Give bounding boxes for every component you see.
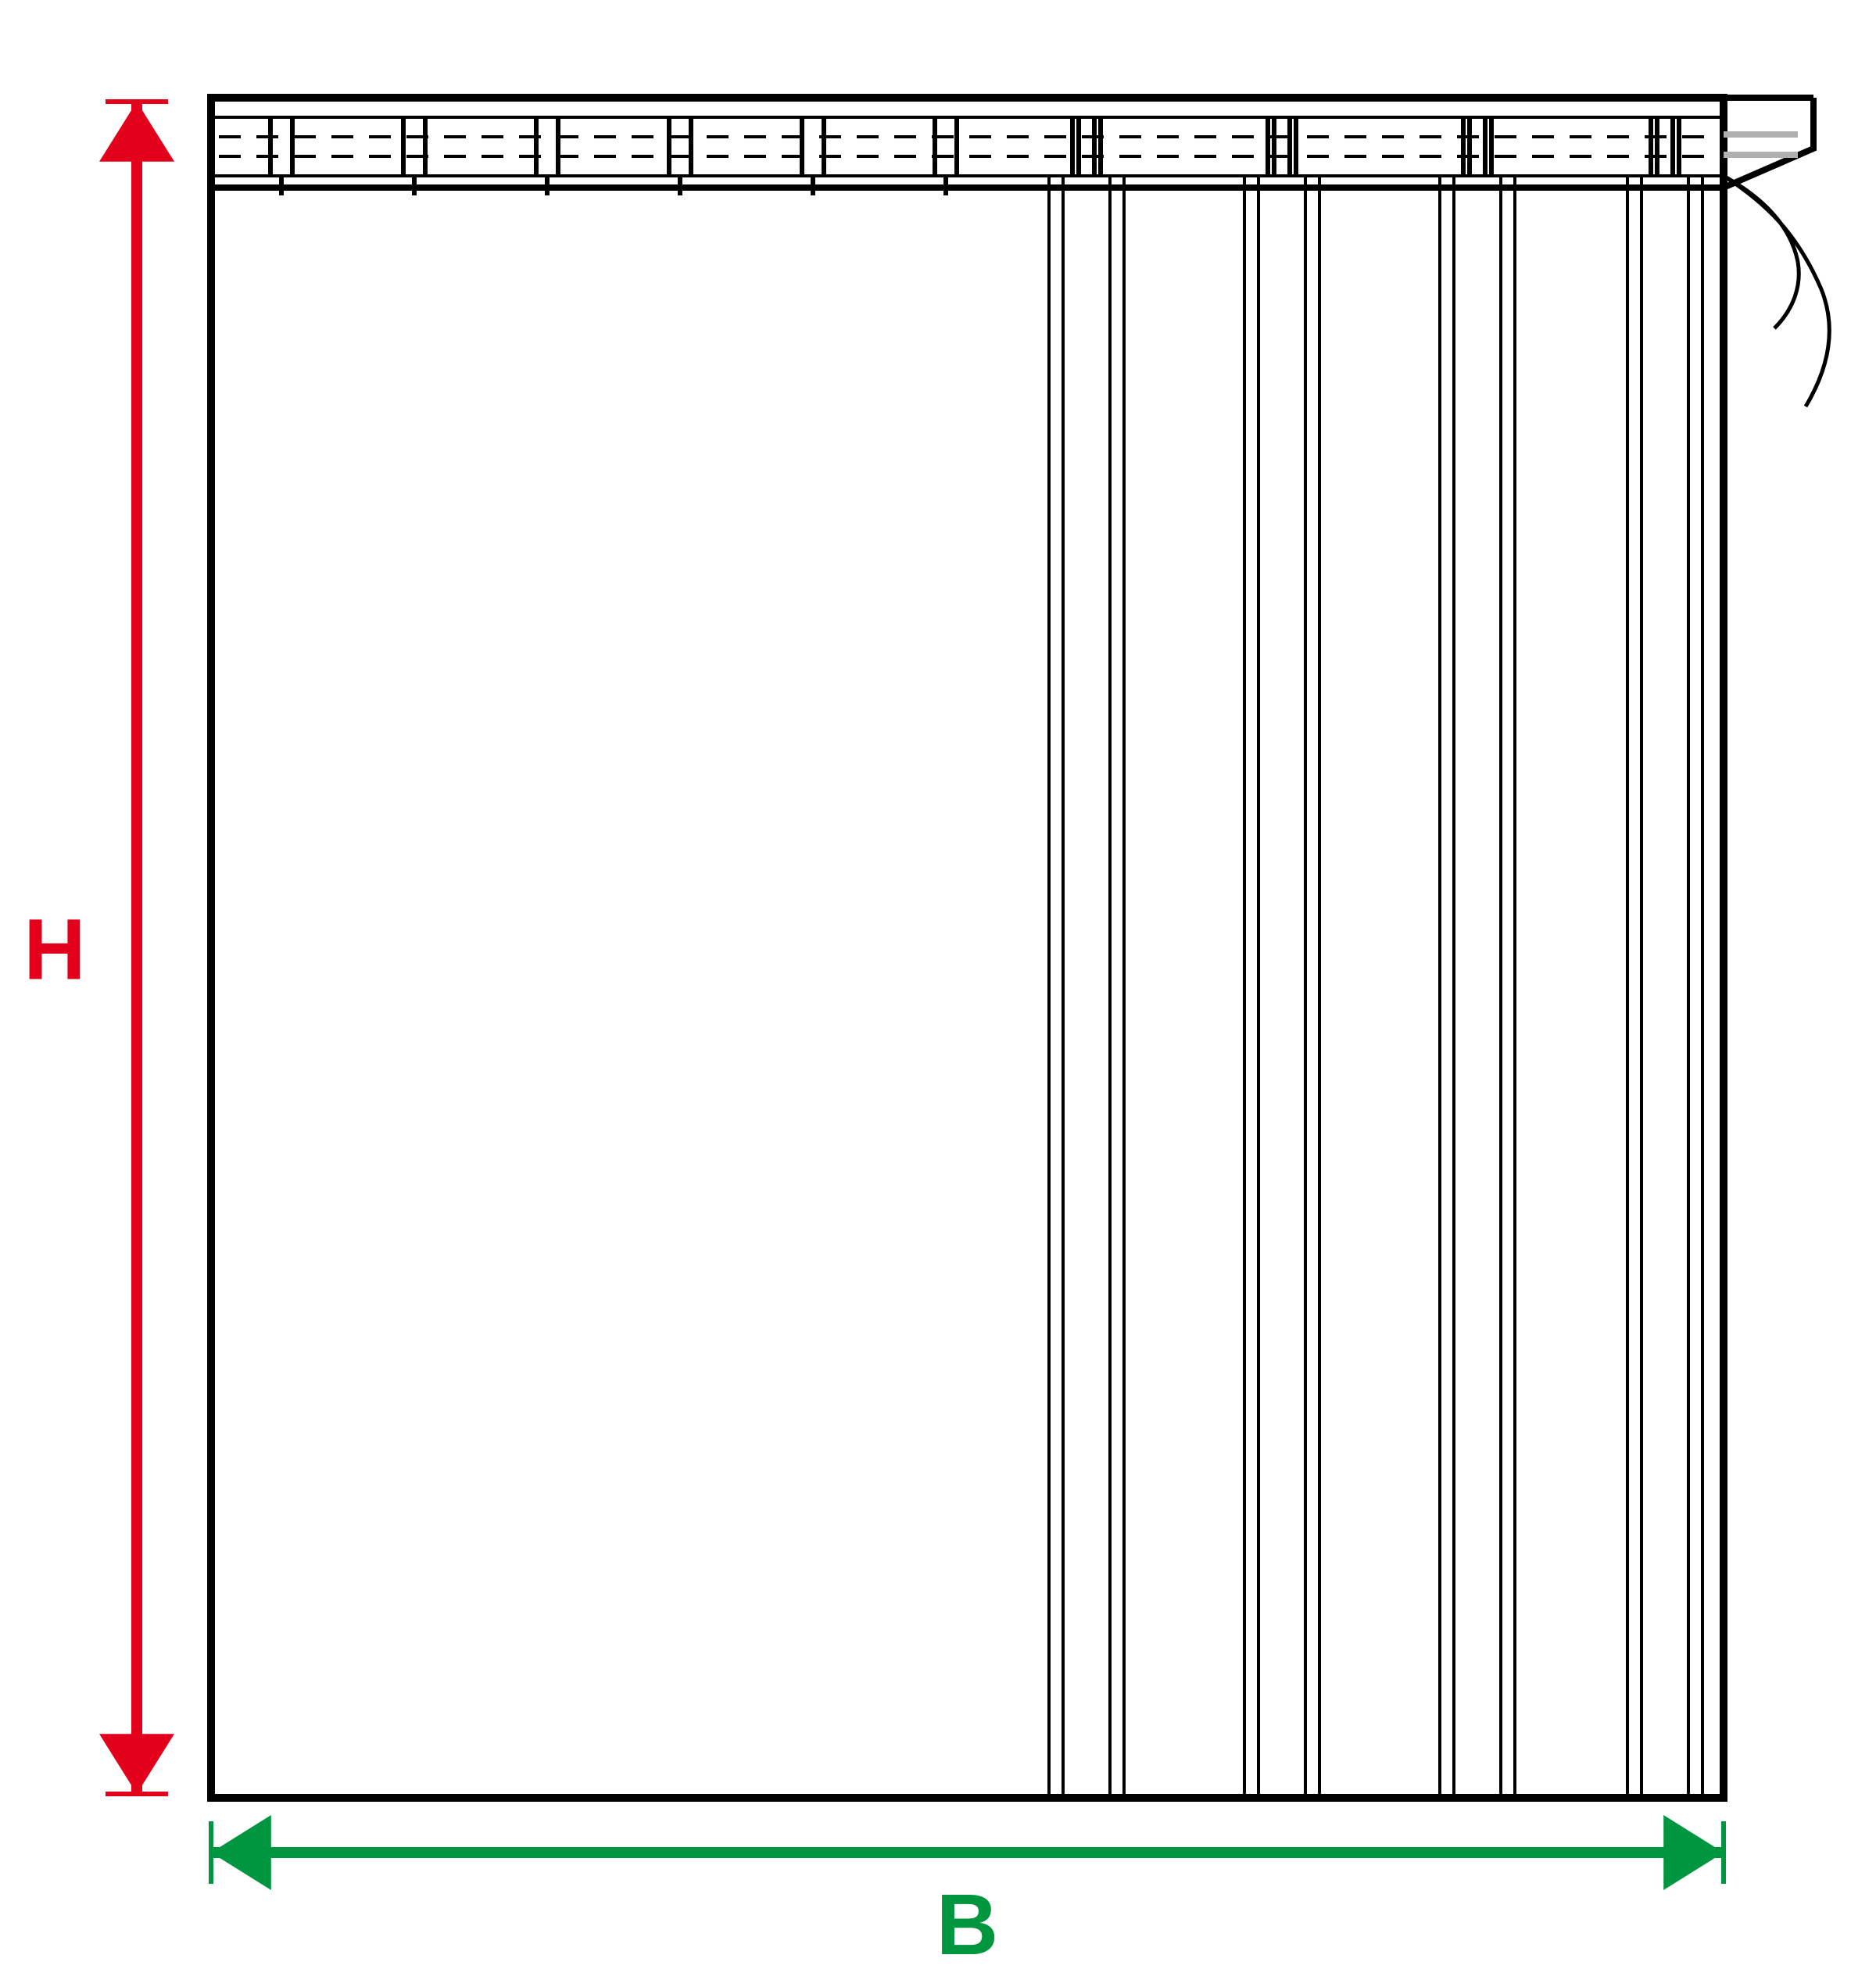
dim-height-arrow-top <box>99 102 174 162</box>
frame-rect <box>211 98 1724 1798</box>
dim-width-arrow-left <box>211 1815 271 1890</box>
rail-overhang-taper <box>1724 98 1813 188</box>
dim-width-label: B <box>936 1877 998 1973</box>
cable-0 <box>1724 176 1829 406</box>
cable-1 <box>1724 176 1799 328</box>
dim-height-arrow-bottom <box>99 1734 174 1794</box>
dim-height-label: H <box>23 902 85 998</box>
dim-width-arrow-right <box>1663 1815 1724 1890</box>
